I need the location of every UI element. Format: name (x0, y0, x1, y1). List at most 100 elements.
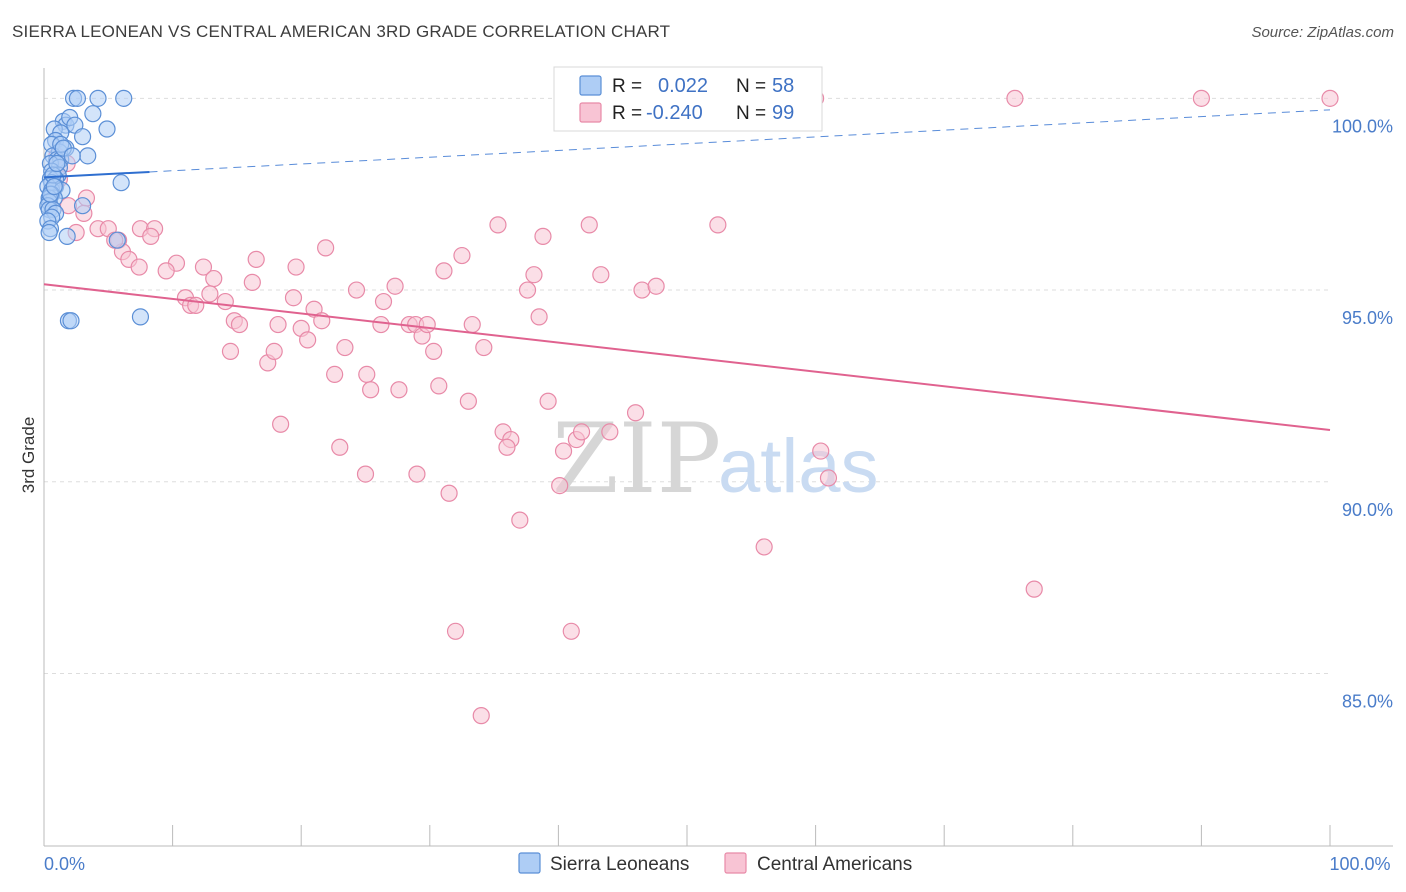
pink-point (362, 381, 380, 399)
pink-point (269, 315, 287, 334)
pink-trend-line (43, 283, 1331, 431)
pink-point (446, 622, 465, 640)
pink-point (647, 277, 665, 295)
legend-n-value-blue: 58 (772, 75, 794, 97)
pink-point (317, 239, 335, 257)
pink-point (530, 308, 548, 326)
pink-point (572, 423, 591, 441)
series-legend-label-pink: Central Americans (757, 854, 912, 875)
trend-layer (43, 109, 1331, 431)
pink-point (287, 258, 305, 276)
y-axis-label: 3rd Grade (19, 417, 38, 494)
legend-swatch-pink (579, 102, 602, 123)
blue-point (108, 231, 126, 249)
pink-point (511, 511, 529, 529)
blue-point (68, 89, 87, 107)
pink-point (356, 465, 375, 483)
pink-point (551, 476, 569, 495)
series-legend: Sierra Leoneans Central Americans (518, 852, 912, 875)
legend-r-label-blue: R = (612, 76, 642, 97)
pink-point (525, 266, 543, 284)
blue-point (45, 177, 63, 196)
series-legend-swatch-blue (518, 852, 541, 874)
blue-point (73, 197, 92, 215)
y-tick-label: 85.0% (1342, 691, 1393, 711)
pink-point (633, 281, 651, 299)
legend-swatch-blue (579, 75, 602, 96)
pink-point (216, 292, 234, 311)
pink-point (408, 465, 426, 483)
x-tick-label: 0.0% (44, 854, 85, 874)
grid-layer (44, 97, 1330, 674)
pink-point (1025, 580, 1043, 598)
series-legend-swatch-pink (724, 852, 747, 874)
pink-point (1321, 89, 1339, 107)
blue-point (40, 223, 58, 242)
pink-point (453, 246, 471, 265)
pink-point (498, 438, 516, 456)
pink-point (284, 289, 303, 307)
blue-trend-line-extension (149, 109, 1331, 173)
pink-point (819, 469, 838, 487)
pink-point (243, 273, 261, 291)
pink-point (626, 404, 645, 422)
pink-point (272, 415, 290, 433)
series-legend-label-blue: Sierra Leoneans (550, 854, 689, 875)
blue-point (79, 147, 97, 165)
pink-point (201, 285, 219, 303)
pink-point (265, 342, 283, 360)
points-layer (39, 89, 1339, 725)
pink-point (386, 277, 404, 295)
pink-point (374, 292, 393, 311)
legend-r-value-blue: 0.022 (658, 75, 708, 97)
chart-source: Source: ZipAtlas.com (1251, 24, 1394, 41)
blue-point (131, 308, 150, 326)
watermark: ZIP atlas (552, 403, 879, 515)
blue-point (89, 89, 107, 107)
blue-point (115, 89, 133, 107)
pink-point (580, 216, 598, 234)
pink-point (440, 484, 458, 502)
pink-point (157, 262, 175, 280)
blue-point (63, 147, 81, 165)
pink-point (459, 392, 477, 410)
pink-point (326, 365, 344, 383)
pink-point (463, 315, 481, 334)
pink-point (336, 338, 354, 357)
pink-point (194, 258, 213, 276)
pink-point (130, 258, 148, 276)
pink-point (1006, 89, 1024, 107)
pink-point (554, 442, 573, 460)
y-tick-label: 100.0% (1332, 116, 1393, 136)
blue-point (84, 105, 102, 123)
pink-point (390, 381, 408, 399)
pink-point (562, 622, 580, 640)
pink-point (539, 392, 557, 410)
pink-point (187, 296, 205, 314)
legend-n-value-pink: 99 (772, 102, 794, 124)
blue-point (62, 312, 80, 330)
pink-point (812, 442, 830, 460)
pink-point (435, 262, 453, 280)
pink-point (247, 250, 265, 268)
correlation-legend: R = 0.022 N = 58 R = -0.240 N = 99 (553, 66, 823, 132)
pink-point (592, 266, 610, 284)
blue-point (58, 227, 76, 245)
pink-point (709, 216, 727, 234)
pink-point (534, 227, 552, 245)
axes-layer: 100.0% 95.0% 90.0% 85.0% 0.0% 100.0% (43, 68, 1393, 874)
pink-point (347, 281, 366, 299)
blue-point (73, 128, 92, 146)
pink-point (430, 377, 448, 395)
pink-point (489, 216, 507, 234)
blue-point (48, 154, 66, 173)
watermark-zip: ZIP (552, 403, 721, 515)
pink-point (425, 342, 443, 360)
pink-point (418, 315, 436, 334)
blue-point (98, 120, 116, 138)
pink-point (331, 438, 349, 456)
blue-point (112, 174, 130, 192)
pink-point (755, 538, 773, 556)
pink-point (372, 315, 390, 334)
